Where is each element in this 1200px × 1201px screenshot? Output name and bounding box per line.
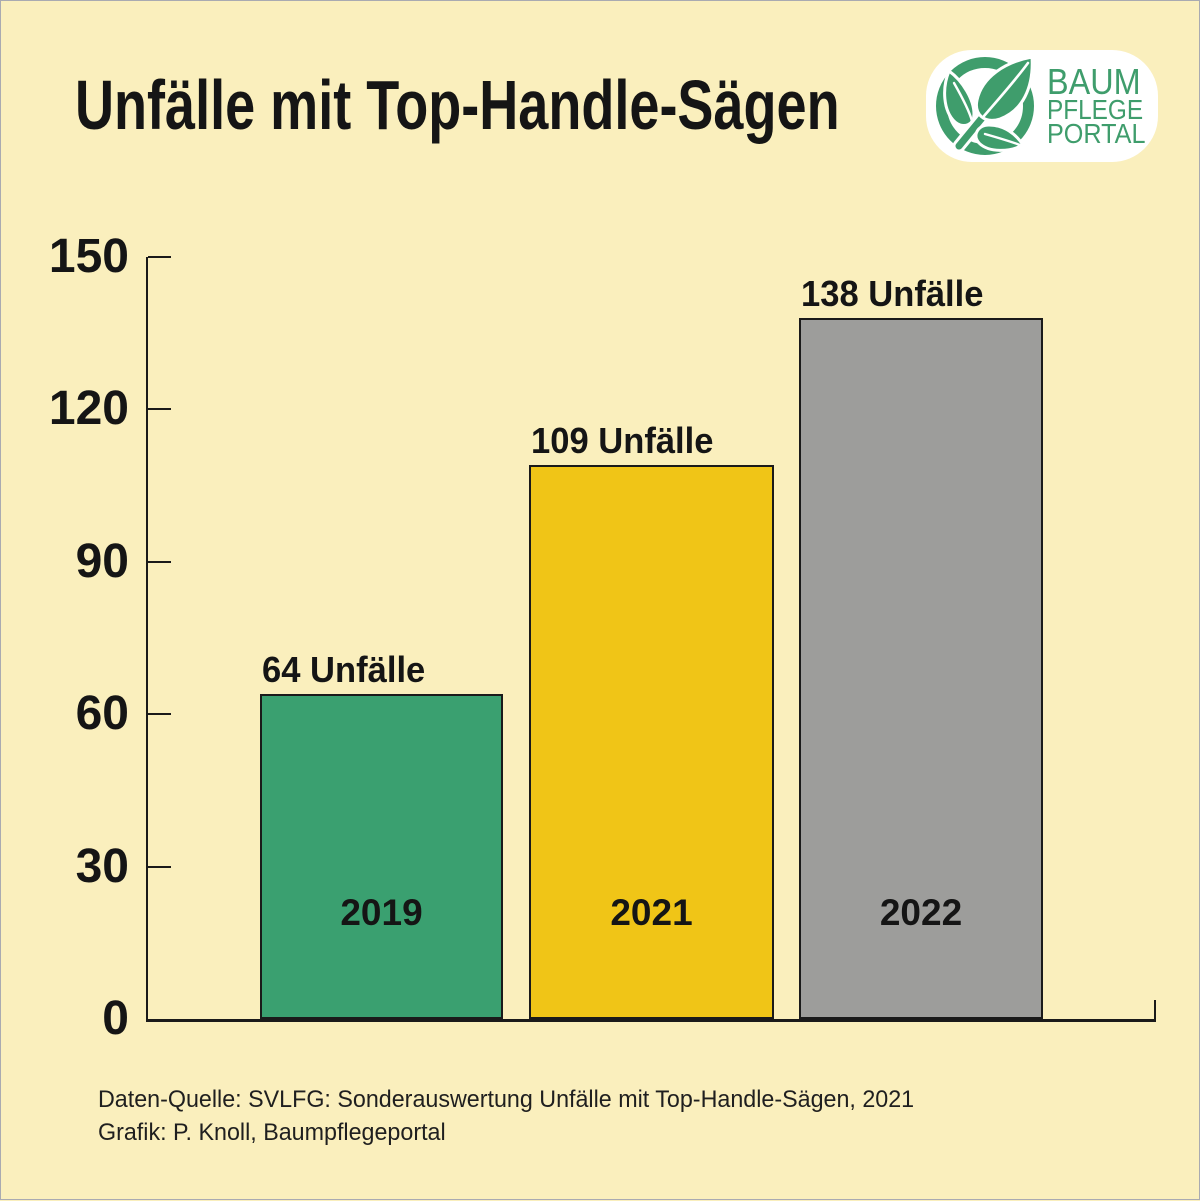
y-tick-label-150: 150 [48, 230, 129, 283]
logo-text-baum: BAUM [1047, 61, 1141, 102]
logo-text-portal: PORTAL [1047, 118, 1146, 149]
y-tick-30 [148, 865, 171, 868]
baumpflegeportal-logo: BAUM PFLEGE PORTAL [926, 50, 1158, 162]
y-axis-line [146, 257, 148, 1022]
bar-year-label-2019: 2019 [340, 892, 423, 933]
y-tick-label-90: 90 [75, 534, 129, 588]
y-tick-90 [148, 560, 171, 563]
y-tick-150 [148, 256, 171, 258]
bar-year-label-2021: 2021 [610, 892, 693, 933]
bar-2021 [529, 465, 774, 1019]
bar-value-label-2022: 138 Unfälle [801, 272, 984, 314]
logo-text-pflege: PFLEGE [1047, 94, 1144, 125]
y-tick-60 [148, 713, 171, 716]
y-tick-label-0: 0 [102, 992, 129, 1045]
bar-year-label-2022: 2022 [879, 892, 963, 933]
bar-value-label-2019: 64 Unfälle [262, 648, 426, 690]
leaf-circle-icon [936, 55, 1034, 155]
chart-title: Unfälle mit Top-Handle-Sägen [75, 66, 840, 144]
credit-line: Grafik: P. Knoll, Baumpflegeportal [98, 1119, 446, 1146]
y-tick-120 [148, 408, 171, 411]
data-source-line: Daten-Quelle: SVLFG: Sonderauswertung Un… [98, 1086, 915, 1113]
x-axis-end-cap [1154, 1000, 1156, 1019]
x-axis-line [146, 1019, 1156, 1022]
y-tick-label-120: 120 [48, 382, 129, 436]
bar-2019 [260, 693, 503, 1019]
bar-value-label-2021: 109 Unfälle [531, 420, 714, 462]
y-tick-label-60: 60 [75, 687, 129, 741]
bar-2022 [799, 317, 1043, 1019]
y-tick-label-30: 30 [75, 839, 129, 893]
footer-credits: Daten-Quelle: SVLFG: Sonderauswertung Un… [98, 1083, 914, 1149]
